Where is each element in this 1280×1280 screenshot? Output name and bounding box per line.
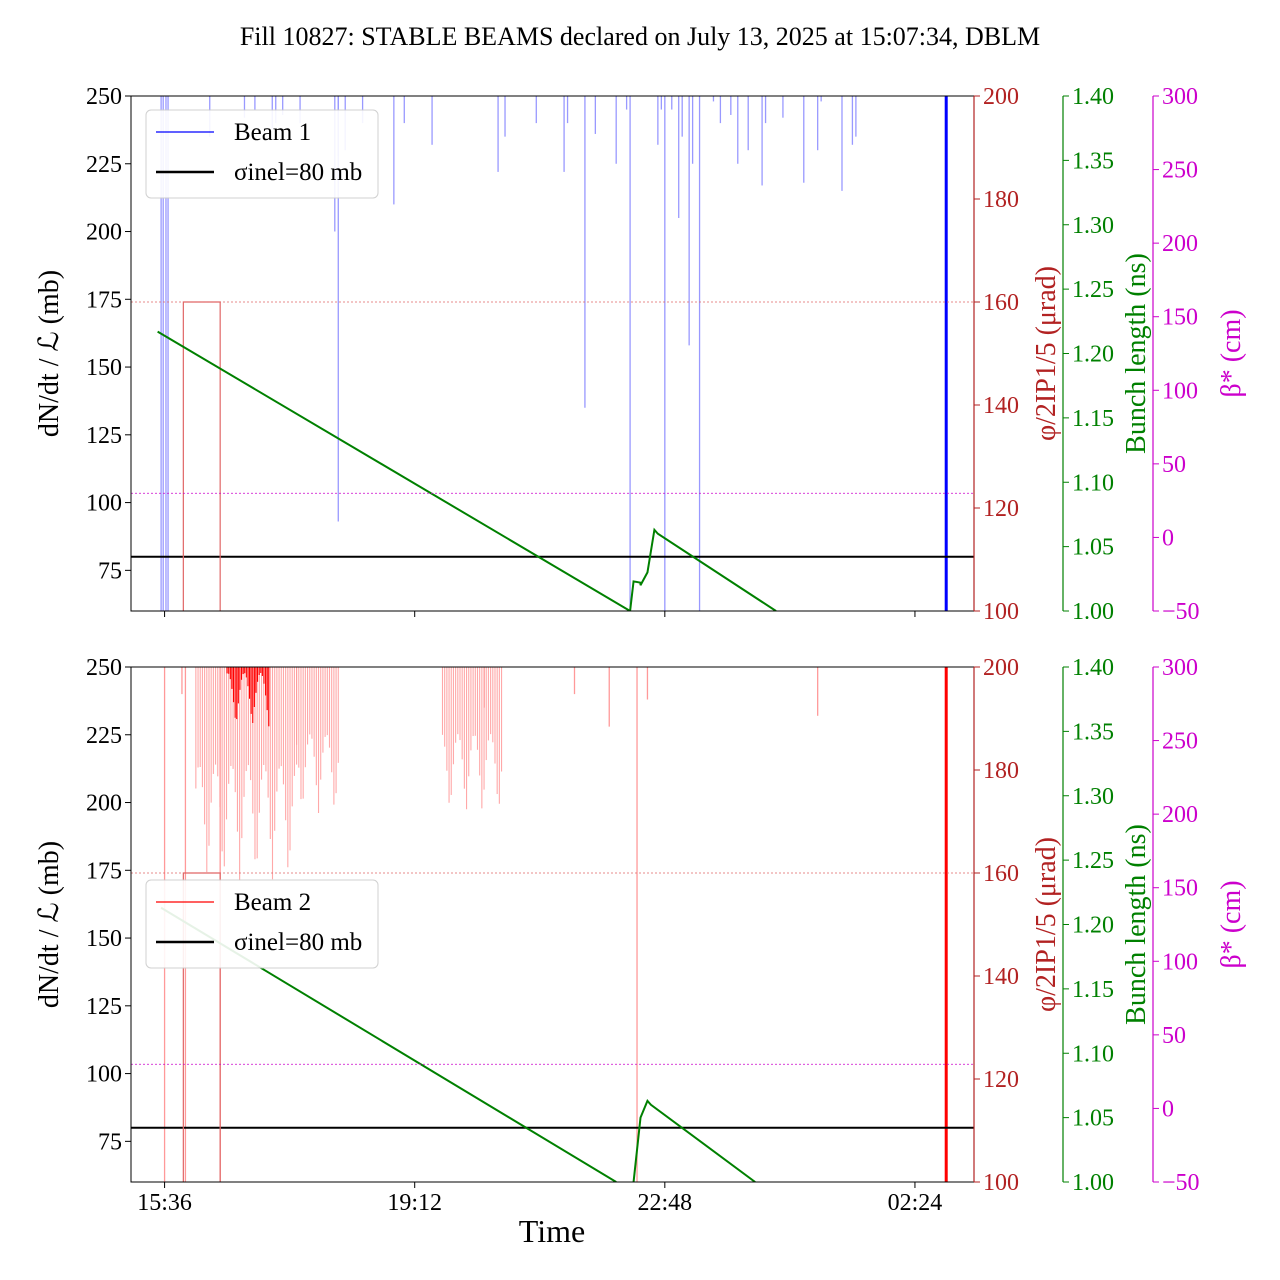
right-axis-tick-label: 1.25 xyxy=(1072,277,1114,303)
right-axis-tick-label: 140 xyxy=(983,393,1019,419)
right-axis-tick-label: 1.10 xyxy=(1072,470,1114,496)
y-tick-label: 75 xyxy=(98,558,122,584)
right-axis-tick-label: 250 xyxy=(1162,158,1198,184)
y-tick-label: 100 xyxy=(86,1062,122,1088)
right-axis-tick-label: 180 xyxy=(983,758,1019,784)
y-tick-label: 225 xyxy=(86,723,122,749)
right-axis-tick-label: 200 xyxy=(983,655,1019,681)
right-axis-tick-label: 160 xyxy=(983,290,1019,316)
plot-area xyxy=(131,96,974,611)
right-axis-tick-label: 50 xyxy=(1162,452,1186,478)
y-tick-label: 100 xyxy=(86,491,122,517)
right-axis-tick-label: 1.30 xyxy=(1072,784,1114,810)
right-axis-tick-label: 120 xyxy=(983,496,1019,522)
right-axis-tick-label: −50 xyxy=(1162,599,1200,625)
right-axis-tick-label: 1.05 xyxy=(1072,535,1114,561)
bunch-length-axis-title: Bunch length (ns) xyxy=(1121,253,1152,454)
y-tick-label: 250 xyxy=(86,655,122,681)
right-axis-tick-label: 300 xyxy=(1162,84,1198,110)
y-tick-label: 250 xyxy=(86,84,122,110)
right-axis-tick-label: 160 xyxy=(983,861,1019,887)
right-axis-tick-label: 1.00 xyxy=(1072,599,1114,625)
right-axis-tick-label: 1.20 xyxy=(1072,342,1114,368)
y-tick-label: 75 xyxy=(98,1129,122,1155)
y-tick-label: 200 xyxy=(86,220,122,246)
right-axis-tick-label: 0 xyxy=(1162,525,1174,551)
right-axis-tick-label: 1.40 xyxy=(1072,84,1114,110)
crossing-angle-line xyxy=(182,301,221,611)
right-axis-tick-label: 1.35 xyxy=(1072,719,1114,745)
right-axis-tick-label: 1.25 xyxy=(1072,848,1114,874)
right-axis-tick-label: 1.10 xyxy=(1072,1041,1114,1067)
legend-beam-label: Beam 1 xyxy=(234,119,311,146)
y-axis-title: dN/dt / ℒ (mb) xyxy=(34,270,65,437)
right-axis-tick-label: 0 xyxy=(1162,1096,1174,1122)
y-tick-label: 125 xyxy=(86,994,122,1020)
right-axis-tick-label: 1.40 xyxy=(1072,655,1114,681)
right-axis-tick-label: 100 xyxy=(983,599,1019,625)
beta-star-axis-title: β* (cm) xyxy=(1216,880,1247,968)
legend: Beam 1 σinel=80 mb xyxy=(145,109,379,199)
right-axis-tick-label: 300 xyxy=(1162,655,1198,681)
legend-sigma-label: σinel=80 mb xyxy=(234,929,362,956)
right-axis-tick-label: 1.05 xyxy=(1072,1106,1114,1132)
x-tick-label: 19:12 xyxy=(387,1190,442,1216)
beta-star-axis-title: β* (cm) xyxy=(1216,309,1247,397)
right-axis-tick-label: 250 xyxy=(1162,729,1198,755)
crossing-angle-axis-title: φ/2IP1/5 (μrad) xyxy=(1031,837,1062,1012)
right-axis-tick-label: 1.15 xyxy=(1072,977,1114,1003)
y-tick-label: 175 xyxy=(86,858,122,884)
right-axis-tick-label: 150 xyxy=(1162,305,1198,331)
legend: Beam 2 σinel=80 mb xyxy=(145,879,379,969)
y-tick-label: 125 xyxy=(86,423,122,449)
right-axis-tick-label: 200 xyxy=(983,84,1019,110)
right-axis-tick-label: −50 xyxy=(1162,1170,1200,1196)
bunch-length-axis-title: Bunch length (ns) xyxy=(1121,824,1152,1025)
panel-top: 75 100 125 150 175 200 225 250 100 120 140 160 180 20… xyxy=(34,84,1247,625)
y-tick-label: 150 xyxy=(86,926,122,952)
right-axis-tick-label: 50 xyxy=(1162,1023,1186,1049)
right-axis-tick-label: 180 xyxy=(983,187,1019,213)
y-tick-label: 150 xyxy=(86,355,122,381)
right-axis-tick-label: 1.00 xyxy=(1072,1170,1114,1196)
crossing-angle-line xyxy=(182,872,221,1182)
right-axis-tick-label: 1.20 xyxy=(1072,913,1114,939)
x-axis-title: Time xyxy=(519,1213,585,1249)
x-tick-label: 15:36 xyxy=(137,1190,192,1216)
y-tick-label: 225 xyxy=(86,152,122,178)
right-axis-tick-label: 100 xyxy=(983,1170,1019,1196)
bunch-length-line xyxy=(157,330,631,611)
right-axis-tick-label: 1.35 xyxy=(1072,148,1114,174)
legend-sigma-label: σinel=80 mb xyxy=(234,159,362,186)
right-axis-tick-label: 1.15 xyxy=(1072,406,1114,432)
legend-beam-label: Beam 2 xyxy=(234,889,311,916)
right-axis-tick-label: 200 xyxy=(1162,231,1198,257)
right-axis-tick-label: 100 xyxy=(1162,949,1198,975)
right-axis-tick-label: 1.30 xyxy=(1072,213,1114,239)
bunch-length-line xyxy=(632,1099,756,1182)
figure-title: Fill 10827: STABLE BEAMS declared on Jul… xyxy=(240,22,1040,51)
bunch-length-line xyxy=(629,527,777,611)
right-axis-tick-label: 150 xyxy=(1162,876,1198,902)
right-axis-tick-label: 140 xyxy=(983,964,1019,990)
y-axis-title: dN/dt / ℒ (mb) xyxy=(34,841,65,1008)
right-axis-tick-label: 200 xyxy=(1162,802,1198,828)
right-axis-tick-label: 120 xyxy=(983,1067,1019,1093)
crossing-angle-axis-title: φ/2IP1/5 (μrad) xyxy=(1031,266,1062,441)
right-axis-tick-label: 100 xyxy=(1162,378,1198,404)
x-tick-label: 02:24 xyxy=(888,1190,943,1216)
x-tick-label: 22:48 xyxy=(637,1190,692,1216)
y-tick-label: 175 xyxy=(86,287,122,313)
y-tick-label: 200 xyxy=(86,791,122,817)
